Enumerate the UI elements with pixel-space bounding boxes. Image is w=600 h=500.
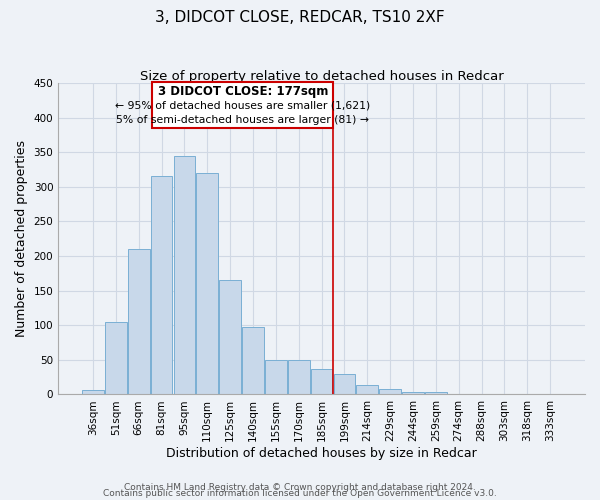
Bar xyxy=(196,173,218,394)
Text: Contains HM Land Registry data © Crown copyright and database right 2024.: Contains HM Land Registry data © Crown c… xyxy=(124,484,476,492)
Bar xyxy=(128,249,149,394)
Text: 3 DIDCOT CLOSE: 177sqm: 3 DIDCOT CLOSE: 177sqm xyxy=(158,86,328,98)
Bar xyxy=(105,322,127,394)
Text: Contains public sector information licensed under the Open Government Licence v3: Contains public sector information licen… xyxy=(103,490,497,498)
Title: Size of property relative to detached houses in Redcar: Size of property relative to detached ho… xyxy=(140,70,503,83)
Bar xyxy=(356,385,378,394)
Bar xyxy=(288,360,310,394)
Bar xyxy=(151,176,172,394)
Bar xyxy=(425,392,447,394)
Bar xyxy=(242,328,264,394)
Bar xyxy=(265,360,287,394)
Bar xyxy=(82,390,104,394)
Bar xyxy=(311,369,332,394)
Bar xyxy=(379,389,401,394)
Text: 5% of semi-detached houses are larger (81) →: 5% of semi-detached houses are larger (8… xyxy=(116,114,369,124)
Text: ← 95% of detached houses are smaller (1,621): ← 95% of detached houses are smaller (1,… xyxy=(115,100,370,110)
Text: 3, DIDCOT CLOSE, REDCAR, TS10 2XF: 3, DIDCOT CLOSE, REDCAR, TS10 2XF xyxy=(155,10,445,25)
X-axis label: Distribution of detached houses by size in Redcar: Distribution of detached houses by size … xyxy=(166,447,477,460)
Bar xyxy=(173,156,195,394)
Y-axis label: Number of detached properties: Number of detached properties xyxy=(15,140,28,337)
Bar xyxy=(402,392,424,394)
Bar xyxy=(219,280,241,394)
Bar xyxy=(334,374,355,394)
FancyBboxPatch shape xyxy=(152,82,333,128)
